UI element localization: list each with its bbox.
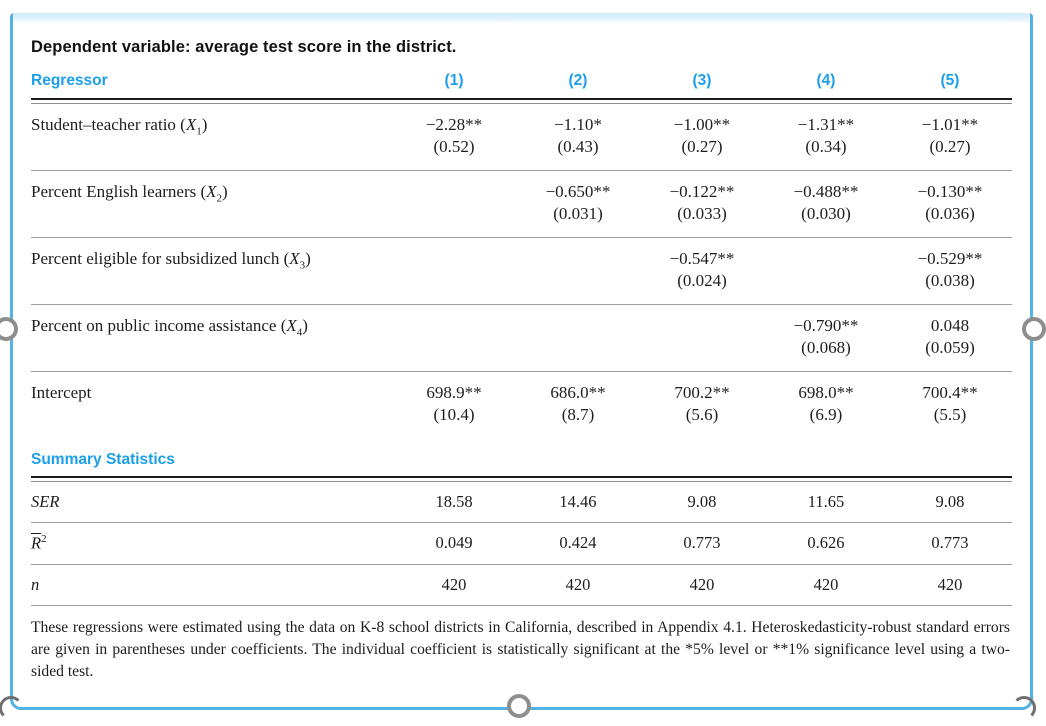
summary-row: R2 0.049 0.424 0.773 0.626 0.773 (31, 522, 1012, 564)
table-header-row: Regressor (1) (2) (3) (4) (5) (31, 63, 1012, 98)
summary-value: 0.773 (887, 522, 1012, 564)
footnote-row: These regressions were estimated using t… (31, 606, 1012, 695)
summary-label: R2 (31, 522, 393, 564)
coefficient-row: Percent on public income assistance (X4)… (31, 304, 1012, 371)
row-label: Student–teacher ratio (X1) (31, 115, 208, 138)
coefficient-cell: 686.0** (8.7) (516, 371, 640, 438)
regressor-header: Regressor (31, 72, 108, 89)
coefficient-cell: −0.488** (0.030) (763, 170, 888, 237)
coefficient-row: Intercept 698.9** (10.4) 686.0** (8.7) 700.2*… (31, 371, 1012, 438)
coefficient-cell: 698.0** (6.9) (763, 371, 888, 438)
coefficient-cell: 0.048 (0.059) (887, 304, 1012, 371)
double-rule (31, 476, 1012, 482)
summary-value: 0.626 (763, 522, 888, 564)
summary-rows: SER 18.58 14.46 9.08 11.65 9.08 R2 0.049 0.424 0.… (31, 482, 1012, 606)
row-label: Percent eligible for subsidized lunch (X… (31, 237, 393, 304)
column-header: (4) (816, 72, 836, 89)
summary-label: SER (31, 492, 60, 511)
coefficient-cell (516, 237, 640, 304)
summary-statistics-heading: Summary Statistics (31, 451, 175, 468)
selection-frame: Dependent variable: average test score i… (10, 13, 1033, 710)
summary-value: 18.58 (435, 492, 473, 511)
coefficient-cell (392, 304, 516, 371)
coefficient-row: Student–teacher ratio (X1) −2.28** (0.52) −… (31, 104, 1012, 170)
dependent-variable-note: Dependent variable: average test score i… (31, 38, 457, 56)
table-footnote: These regressions were estimated using t… (31, 618, 1010, 680)
coefficient-cell: −1.10* (0.43) (554, 115, 602, 156)
selection-handle-bottom[interactable] (507, 694, 531, 718)
coefficient-cell (516, 304, 640, 371)
coefficient-rows: Student–teacher ratio (X1) −2.28** (0.52) −… (31, 104, 1012, 438)
coefficient-cell: −0.130** (0.036) (887, 170, 1012, 237)
selection-handle-right[interactable] (1022, 317, 1046, 341)
summary-value: 420 (516, 563, 640, 606)
coefficient-cell: −0.650** (0.031) (516, 170, 640, 237)
summary-value: 420 (639, 563, 764, 606)
selection-handle-left[interactable] (0, 317, 18, 341)
coefficient-cell (392, 170, 516, 237)
row-label: Intercept (31, 371, 393, 438)
coefficient-cell: −1.31** (0.34) (797, 115, 855, 156)
column-header: (3) (692, 72, 712, 89)
coefficient-cell: −1.00** (0.27) (673, 115, 731, 156)
coefficient-cell: 700.4** (5.5) (887, 371, 1012, 438)
coefficient-row: Percent eligible for subsidized lunch (X… (31, 237, 1012, 304)
coefficient-cell: −0.547** (0.024) (639, 237, 764, 304)
coefficient-cell (763, 237, 888, 304)
summary-value: 420 (763, 563, 888, 606)
coefficient-row: Percent English learners (X2) −0.650** (0.… (31, 170, 1012, 237)
summary-value: 0.773 (639, 522, 764, 564)
coefficient-cell: −0.529** (0.038) (887, 237, 1012, 304)
summary-label: n (31, 563, 393, 606)
summary-rule-row (31, 476, 1012, 482)
column-header: (1) (444, 72, 464, 89)
column-header: (2) (568, 72, 588, 89)
coefficient-cell: −0.790** (0.068) (763, 304, 888, 371)
regression-table: Regressor (1) (2) (3) (4) (5) Student–teache… (31, 63, 1012, 695)
table-content: Dependent variable: average test score i… (13, 38, 1030, 695)
coefficient-cell: 700.2** (5.6) (639, 371, 764, 438)
summary-value: 420 (392, 563, 516, 606)
summary-value: 0.049 (392, 522, 516, 564)
summary-value: 0.424 (516, 522, 640, 564)
summary-row: n 420 420 420 420 420 (31, 563, 1012, 606)
coefficient-cell: −2.28** (0.52) (425, 115, 483, 156)
coefficient-cell (639, 304, 764, 371)
summary-row: SER 18.58 14.46 9.08 11.65 9.08 (31, 482, 1012, 522)
summary-title-row: Summary Statistics (31, 438, 1012, 476)
summary-value: 11.65 (807, 492, 845, 511)
row-label: Percent English learners (X2) (31, 170, 393, 237)
summary-value: 9.08 (935, 492, 965, 511)
coefficient-cell: −1.01** (0.27) (921, 115, 979, 156)
summary-value: 420 (887, 563, 1012, 606)
column-header: (5) (940, 72, 960, 89)
header-rule-row (31, 98, 1012, 104)
coefficient-cell: 698.9** (10.4) (392, 371, 516, 438)
coefficient-cell: −0.122** (0.033) (639, 170, 764, 237)
frame-top-band (13, 13, 1030, 23)
row-label: Percent on public income assistance (X4) (31, 304, 393, 371)
double-rule (31, 98, 1012, 104)
summary-value: 14.46 (559, 492, 597, 511)
summary-value: 9.08 (687, 492, 717, 511)
coefficient-cell (392, 237, 516, 304)
